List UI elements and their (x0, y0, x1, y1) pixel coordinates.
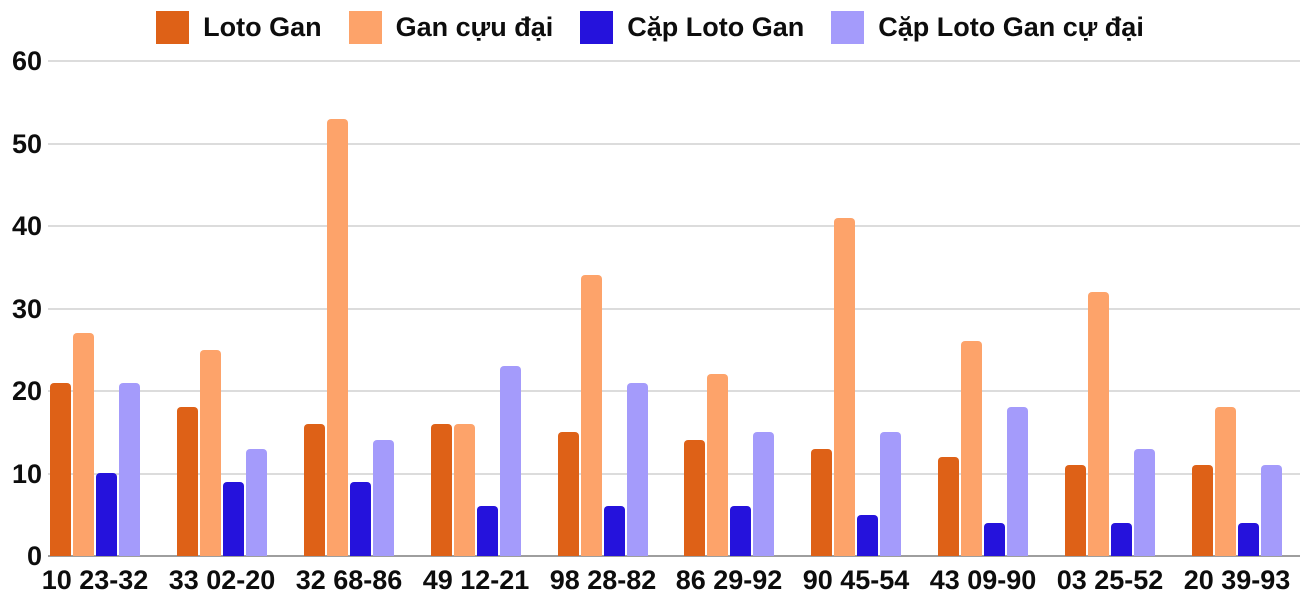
bar-series-1-cat-1[interactable] (200, 350, 221, 556)
bar-series-1-cat-9[interactable] (1215, 407, 1236, 556)
x-axis-category-label: 49 12-21 (422, 565, 530, 595)
bar-series-1-cat-4[interactable] (581, 275, 602, 556)
bar-series-3-cat-0[interactable] (119, 383, 140, 556)
bar-series-0-cat-0[interactable] (50, 383, 71, 556)
bar-series-0-cat-6[interactable] (811, 449, 832, 556)
y-axis-tick-label: 40 (11, 211, 42, 241)
bar-series-3-cat-2[interactable] (373, 440, 394, 556)
legend-label: Cặp Loto Gan cự đại (878, 12, 1144, 42)
x-axis-category-label: 98 28-82 (549, 565, 657, 595)
bar-series-1-cat-0[interactable] (73, 333, 94, 556)
legend-label: Cặp Loto Gan (627, 12, 805, 42)
bar-series-2-cat-4[interactable] (604, 506, 625, 556)
gridline-y-10 (48, 472, 1300, 475)
bar-series-3-cat-3[interactable] (500, 366, 521, 556)
y-axis-tick-label: 30 (11, 293, 42, 324)
bar-series-3-cat-1[interactable] (246, 449, 267, 556)
bar-series-0-cat-7[interactable] (938, 457, 959, 556)
bar-series-3-cat-4[interactable] (627, 383, 648, 556)
legend-label: Gan cựu đại (395, 12, 554, 42)
x-axis-category-label: 03 25-52 (1056, 565, 1164, 595)
bar-series-1-cat-5[interactable] (707, 374, 728, 556)
bar-series-2-cat-6[interactable] (857, 515, 878, 556)
x-axis-category-label: 90 45-54 (802, 565, 910, 595)
bar-series-2-cat-3[interactable] (477, 506, 498, 556)
x-axis-category-label: 86 29-92 (675, 565, 783, 595)
y-axis-tick-label: 50 (11, 128, 42, 159)
y-axis-tick-label: 0 (26, 541, 42, 571)
legend-item-3: Cặp Loto Gan cự đại (831, 11, 1144, 44)
x-axis-category-label: 10 23-32 (41, 565, 149, 595)
y-axis-tick-label: 60 (11, 46, 42, 76)
bar-series-2-cat-7[interactable] (984, 523, 1005, 556)
bar-series-1-cat-7[interactable] (961, 341, 982, 556)
legend-swatch-icon (580, 11, 614, 44)
x-axis-baseline (48, 555, 1300, 557)
bar-series-2-cat-0[interactable] (96, 473, 117, 556)
legend-swatch-icon (156, 11, 190, 44)
legend-swatch-icon (831, 11, 865, 44)
bar-series-2-cat-5[interactable] (730, 506, 751, 556)
x-axis-category-label: 20 39-93 (1183, 565, 1291, 595)
bar-series-3-cat-5[interactable] (753, 432, 774, 556)
bar-series-0-cat-1[interactable] (177, 407, 198, 556)
gridline-y-50 (48, 142, 1300, 145)
bar-series-2-cat-8[interactable] (1111, 523, 1132, 556)
legend-label: Loto Gan (203, 12, 322, 42)
gridline-y-60 (48, 60, 1300, 62)
bar-series-0-cat-2[interactable] (304, 424, 325, 556)
legend-swatch-icon (348, 11, 382, 44)
legend-item-0: Loto Gan (156, 11, 322, 44)
bar-series-0-cat-8[interactable] (1065, 465, 1086, 556)
gridline-y-30 (48, 307, 1300, 310)
bar-series-3-cat-7[interactable] (1007, 407, 1028, 556)
bar-series-3-cat-8[interactable] (1134, 449, 1155, 556)
y-axis-tick-label: 10 (11, 458, 42, 489)
bar-series-0-cat-4[interactable] (558, 432, 579, 556)
x-axis-category-label: 33 02-20 (168, 565, 276, 595)
legend-item-2: Cặp Loto Gan (580, 11, 804, 44)
chart-legend: Loto Gan Gan cựu đại Cặp Loto Gan Cặp Loto … (0, 11, 1300, 44)
bar-series-0-cat-3[interactable] (431, 424, 452, 556)
y-axis-tick-label: 20 (11, 376, 42, 406)
bar-series-3-cat-6[interactable] (880, 432, 901, 556)
bar-series-2-cat-2[interactable] (350, 482, 371, 556)
bar-series-0-cat-5[interactable] (684, 440, 705, 556)
bar-series-1-cat-8[interactable] (1088, 292, 1109, 556)
bar-series-0-cat-9[interactable] (1192, 465, 1213, 556)
bar-series-2-cat-1[interactable] (223, 482, 244, 556)
x-axis-category-label: 32 68-86 (295, 565, 403, 595)
gridline-y-40 (48, 225, 1300, 227)
bar-series-1-cat-3[interactable] (454, 424, 475, 556)
bar-series-2-cat-9[interactable] (1238, 523, 1259, 556)
bar-series-3-cat-9[interactable] (1261, 465, 1282, 556)
gridline-y-20 (48, 390, 1300, 392)
bar-series-1-cat-6[interactable] (834, 218, 855, 556)
x-axis-category-label: 43 09-90 (929, 565, 1037, 595)
legend-item-1: Gan cựu đại (348, 11, 554, 44)
bar-series-1-cat-2[interactable] (327, 119, 348, 556)
